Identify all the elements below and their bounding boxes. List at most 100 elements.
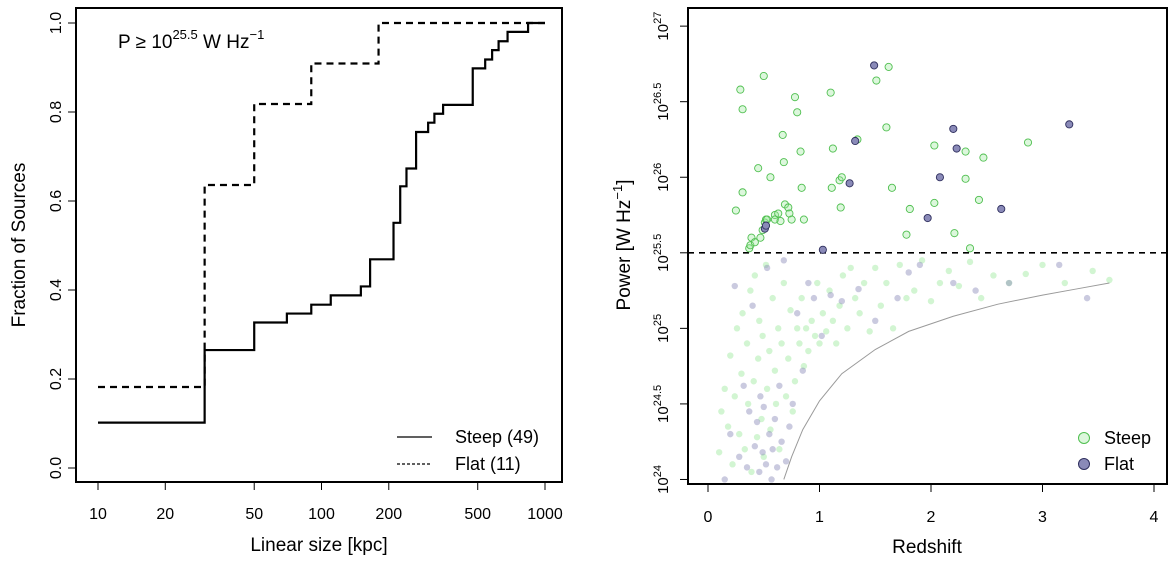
data-point-steep <box>750 238 759 247</box>
left-series-steep-line <box>98 21 545 424</box>
background-point-steep <box>776 446 783 453</box>
data-point-steep <box>950 229 959 238</box>
background-point-steep <box>782 393 790 400</box>
data-point-steep <box>887 183 897 192</box>
background-point-steep <box>741 446 748 453</box>
background-point-steep <box>727 352 734 359</box>
background-point-steep <box>911 287 918 294</box>
background-point-steep <box>724 423 732 430</box>
background-point-flat <box>786 423 793 430</box>
background-point-steep <box>903 294 910 302</box>
data-point-steep <box>965 244 975 253</box>
background-point-steep <box>872 264 879 272</box>
background-point-flat <box>778 438 785 445</box>
right-y-axis-title: Power [W Hz−1] <box>610 180 635 311</box>
background-point-steep <box>763 385 771 392</box>
power-threshold-annotation: P ≥ 1025.5 W Hz−1 <box>118 27 264 53</box>
background-point-flat <box>727 430 734 438</box>
left-series-flat-line <box>98 21 545 389</box>
right-plot-frame <box>687 7 1168 485</box>
left-x-tick-label: 100 <box>308 506 335 523</box>
background-point-steep <box>1005 279 1013 287</box>
background-point-steep <box>1039 261 1046 269</box>
background-point-steep <box>743 340 751 347</box>
background-point-flat <box>743 464 751 471</box>
data-point-flat <box>851 136 860 146</box>
data-point-flat <box>997 204 1006 214</box>
left-legend-label: Steep (49) <box>455 427 539 447</box>
background-point-steep <box>805 347 812 355</box>
background-point-steep <box>918 257 926 264</box>
left-y-axis-title: Fraction of Sources <box>9 163 30 328</box>
background-point-flat <box>1083 294 1091 302</box>
background-point-flat <box>872 317 879 324</box>
background-point-flat <box>916 261 924 269</box>
background-point-steep <box>826 287 833 294</box>
data-point-steep <box>884 62 893 71</box>
background-point-steep <box>808 317 815 324</box>
left-x-axis: 10 20 50 100 200 500 1000 <box>89 481 563 523</box>
data-point-steep <box>756 233 765 242</box>
background-point-steep <box>844 325 851 332</box>
background-point-flat <box>782 458 790 465</box>
background-point-steep <box>836 302 843 309</box>
right-legend-label: Steep <box>1104 428 1151 448</box>
right-y-tick-label: 1027 <box>652 12 672 41</box>
power-redshift-panel: 0 1 2 3 4 1024 1024.5 1025 1025.5 1026 1026.5 1027… <box>610 7 1168 558</box>
right-y-tick-label: 1025.5 <box>652 234 672 272</box>
right-x-axis: 0 1 2 3 4 <box>704 483 1159 526</box>
background-point-flat <box>827 291 834 299</box>
left-y-tick-label: 0.0 <box>48 457 65 479</box>
background-point-steep <box>736 430 743 438</box>
right-x-axis-title: Redshift <box>892 537 962 558</box>
background-point-steep <box>927 297 935 305</box>
data-point-steep <box>774 209 783 218</box>
background-point-steep <box>750 378 757 385</box>
data-point-steep <box>784 203 793 212</box>
background-point-flat <box>780 257 788 264</box>
background-point-flat <box>972 287 979 294</box>
background-point-steep <box>738 370 745 377</box>
background-point-steep <box>771 367 779 374</box>
data-point-steep <box>902 230 911 239</box>
background-point-flat <box>1005 279 1013 287</box>
background-point-steep <box>839 272 847 279</box>
background-point-steep <box>762 261 770 269</box>
data-point-flat <box>870 61 879 70</box>
data-point-steep <box>793 108 802 117</box>
left-y-tick-label: 0.8 <box>48 101 65 123</box>
background-point-steep <box>883 279 890 287</box>
right-y-tick-label: 1026 <box>652 163 672 192</box>
data-point-steep <box>759 71 768 81</box>
data-point-steep <box>754 164 763 173</box>
background-point-steep <box>896 261 903 269</box>
right-points-group <box>688 61 1167 483</box>
data-point-flat <box>952 144 961 153</box>
background-point-steep <box>847 264 854 272</box>
background-point-steep <box>758 415 765 423</box>
right-y-tick-label: 1024.5 <box>652 385 672 423</box>
background-point-flat <box>818 332 825 340</box>
data-point-steep <box>799 215 808 224</box>
background-point-steep <box>829 317 837 324</box>
background-point-steep <box>936 279 944 287</box>
background-point-steep <box>751 272 759 279</box>
background-point-steep <box>1022 270 1029 278</box>
background-point-steep <box>800 362 808 370</box>
right-x-tick-label: 0 <box>704 509 713 526</box>
background-point-flat <box>894 294 901 302</box>
data-point-steep <box>766 173 775 182</box>
data-point-steep <box>746 241 755 250</box>
background-point-flat <box>776 382 783 389</box>
left-y-axis: 0.0 0.2 0.4 0.6 0.8 1.0 <box>48 12 76 479</box>
background-point-steep <box>729 461 736 468</box>
data-point-steep <box>979 153 988 162</box>
background-point-steep <box>794 325 801 332</box>
background-point-steep <box>721 385 728 392</box>
background-point-steep <box>791 378 799 385</box>
background-point-steep <box>785 355 792 362</box>
left-y-tick-label: 0.6 <box>48 190 65 212</box>
data-point-steep <box>961 174 970 183</box>
background-point-flat <box>751 443 759 450</box>
background-point-steep <box>739 310 746 317</box>
